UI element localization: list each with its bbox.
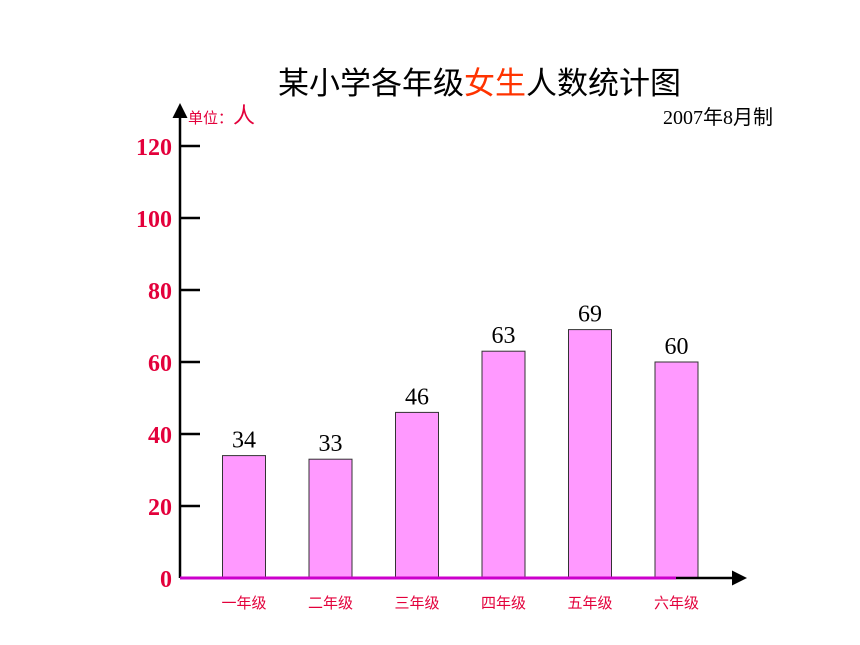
bar-5 xyxy=(568,329,612,579)
category-label-2: 二年级 xyxy=(308,594,353,612)
category-label-4: 四年级 xyxy=(481,594,526,612)
category-label-1: 一年级 xyxy=(221,594,266,612)
bar-1 xyxy=(222,455,266,579)
bar-3 xyxy=(395,411,439,579)
title-part-3: 人数统计图 xyxy=(526,66,681,102)
title-highlight: 女生 xyxy=(464,66,526,102)
category-label-5: 五年级 xyxy=(567,594,612,612)
bar-4 xyxy=(481,350,526,579)
value-label-6: 60 xyxy=(665,334,689,360)
chart-title: 某小学各年级女生人数统计图 xyxy=(278,58,681,103)
category-label-3: 三年级 xyxy=(394,594,439,612)
value-label-2: 33 xyxy=(319,431,343,457)
unit-label: 单位： xyxy=(188,109,234,127)
value-label-1: 34 xyxy=(232,428,256,454)
bar-2 xyxy=(308,458,353,579)
y-tick-label-0: 0 xyxy=(160,567,172,593)
unit-note: 单位：人 xyxy=(188,98,255,130)
value-label-3: 46 xyxy=(405,384,429,410)
date-note: 2007年8月制 xyxy=(663,107,773,129)
y-tick-label-40: 40 xyxy=(148,423,172,449)
value-label-4: 63 xyxy=(492,323,516,349)
y-tick-label-100: 100 xyxy=(136,207,172,233)
y-tick-label-120: 120 xyxy=(136,135,172,161)
unit-value: 人 xyxy=(233,104,256,129)
y-tick-label-20: 20 xyxy=(148,495,172,521)
category-label-6: 六年级 xyxy=(654,594,699,612)
title-part-1: 某小学各年级 xyxy=(278,66,464,102)
y-tick-label-60: 60 xyxy=(148,351,172,377)
y-tick-label-80: 80 xyxy=(148,279,172,305)
value-label-5: 69 xyxy=(578,302,602,328)
bar-6 xyxy=(654,361,699,579)
